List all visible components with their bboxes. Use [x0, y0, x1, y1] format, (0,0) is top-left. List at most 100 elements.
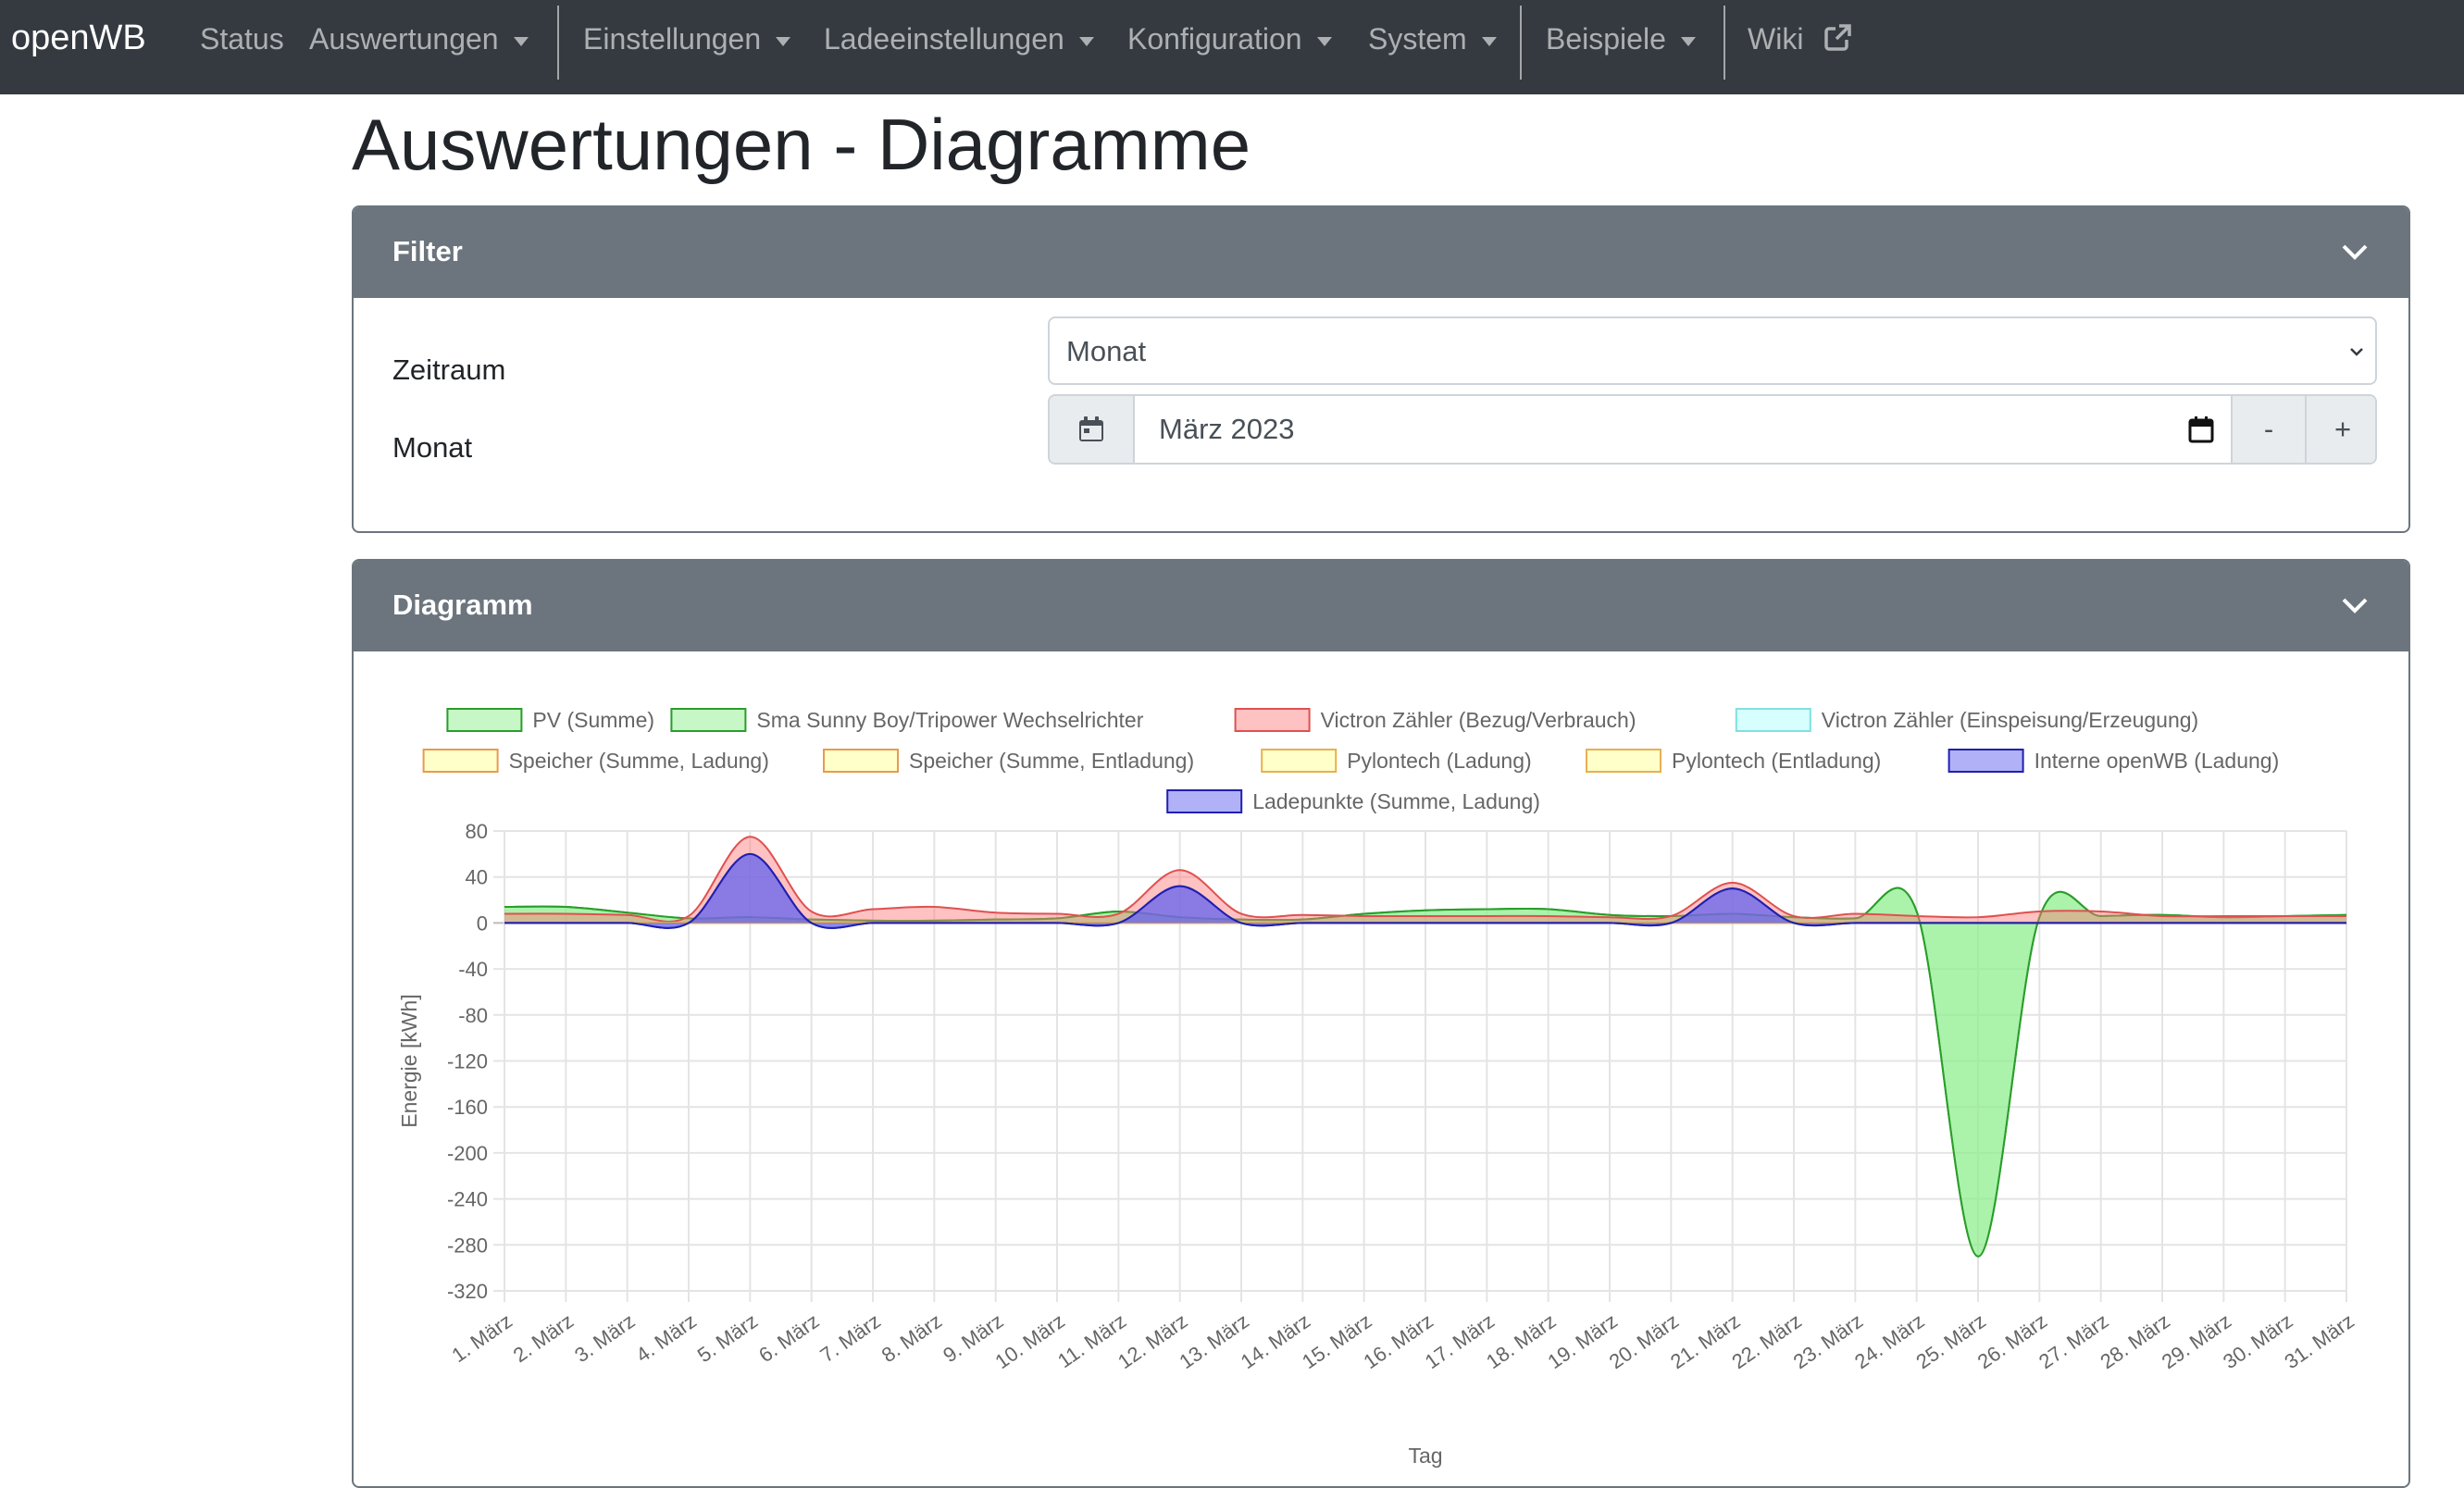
legend-label: Interne openWB (Ladung) — [2035, 749, 2280, 773]
zeitraum-label: Zeitraum — [392, 353, 506, 386]
x-tick-label: 19. März — [1543, 1309, 1621, 1374]
series-line-2 — [504, 836, 2346, 923]
legend-label: Victron Zähler (Bezug/Verbrauch) — [1321, 708, 1636, 732]
y-axis-title: Energie [kWh] — [397, 994, 421, 1127]
x-tick-label: 28. März — [2096, 1309, 2173, 1374]
page-title: Auswertungen - Diagramme — [352, 104, 1251, 185]
caret-down-icon — [1481, 36, 1497, 46]
month-increment-button[interactable]: + — [2305, 396, 2375, 463]
y-tick-label: -320 — [447, 1280, 488, 1303]
calendar-addon — [1050, 396, 1135, 463]
nav-auswertungen[interactable]: Auswertungen — [309, 22, 529, 56]
nav-separator — [557, 6, 559, 80]
legend-swatch — [1234, 708, 1311, 732]
nav-separator — [1520, 6, 1522, 80]
x-tick-label: 4. März — [631, 1309, 700, 1368]
monat-input-group: März 2023 - + — [1048, 394, 2377, 465]
calendar-icon — [1079, 416, 1103, 441]
legend-swatch — [1948, 749, 2024, 773]
nav-separator — [1724, 6, 1725, 80]
legend-swatch — [446, 708, 523, 732]
brand-logo[interactable]: openWB — [11, 19, 146, 57]
x-tick-label: 7. März — [815, 1309, 884, 1368]
caret-down-icon — [1316, 36, 1332, 46]
legend-label: Ladepunkte (Summe, Ladung) — [1252, 789, 1540, 813]
series-line-1 — [504, 887, 2347, 1258]
nav-status[interactable]: Status — [200, 22, 284, 56]
x-tick-label: 13. März — [1175, 1309, 1252, 1374]
y-tick-label: -200 — [447, 1142, 488, 1165]
nav-system[interactable]: System — [1368, 22, 1497, 56]
legend-swatch — [422, 749, 499, 773]
y-tick-label: 40 — [466, 866, 488, 889]
calendar-picker-icon[interactable] — [2186, 415, 2216, 444]
legend-swatch — [670, 708, 747, 732]
y-tick-label: 80 — [466, 820, 488, 843]
legend-label: PV (Summe) — [532, 708, 654, 732]
diagramm-card-header[interactable]: Diagramm — [354, 561, 2408, 651]
legend-label: Speicher (Summe, Ladung) — [509, 749, 769, 773]
x-tick-label: 22. März — [1727, 1309, 1805, 1374]
x-tick-label: 3. März — [570, 1309, 639, 1368]
zeitraum-select[interactable]: Monat — [1048, 316, 2377, 385]
x-tick-label: 16. März — [1359, 1309, 1437, 1374]
legend-swatch — [1261, 749, 1338, 773]
filter-title: Filter — [392, 235, 463, 267]
x-tick-label: 29. März — [2158, 1309, 2235, 1374]
chevron-down-icon — [2350, 348, 2363, 356]
caret-down-icon — [1680, 36, 1696, 46]
series-area-1 — [504, 887, 2346, 1257]
nav-einstellungen[interactable]: Einstellungen — [583, 22, 791, 56]
caret-down-icon — [513, 36, 529, 46]
legend-label: Victron Zähler (Einspeisung/Erzeugung) — [1822, 708, 2198, 732]
series-line-9 — [504, 852, 2346, 929]
legend-label: Pylontech (Entladung) — [1672, 749, 1881, 773]
y-tick-label: -80 — [458, 1004, 488, 1027]
energy-chart: 80 40 0 -40 -80 -120 -160 -200 -240 -280 -320 1. Mä… — [397, 708, 2358, 1468]
external-link-icon — [1824, 24, 1852, 51]
y-tick-label: 0 — [477, 911, 488, 935]
x-tick-label: 10. März — [990, 1309, 1068, 1374]
month-decrement-button[interactable]: - — [2231, 396, 2305, 463]
legend-swatch — [1166, 789, 1243, 813]
x-tick-label: 14. März — [1237, 1309, 1314, 1374]
legend-label: Sma Sunny Boy/Tripower Wechselrichter — [756, 708, 1143, 732]
filter-card-header[interactable]: Filter — [354, 207, 2408, 298]
x-tick-label: 30. März — [2219, 1309, 2296, 1374]
legend-swatch — [1735, 708, 1811, 732]
y-tick-label: -240 — [447, 1188, 488, 1211]
x-tick-label: 15. März — [1298, 1309, 1375, 1374]
x-tick-label: 2. März — [509, 1309, 578, 1368]
chevron-down-icon[interactable] — [2338, 235, 2371, 268]
navbar: openWB Status Auswertungen Einstellungen… — [0, 0, 2464, 94]
filter-card: Filter Zeitraum Monat Monat März 2023 - … — [352, 205, 2410, 533]
nav-ladeeinstellungen[interactable]: Ladeeinstellungen — [824, 22, 1094, 56]
x-tick-label: 24. März — [1850, 1309, 1928, 1374]
x-tick-label: 21. März — [1666, 1309, 1744, 1374]
legend-label: Pylontech (Ladung) — [1347, 749, 1531, 773]
monat-label: Monat — [392, 431, 473, 464]
nav-beispiele[interactable]: Beispiele — [1546, 22, 1696, 56]
diagramm-card: Diagramm 80 40 0 -40 -80 -120 -160 -200 -240 -280… — [352, 559, 2410, 1488]
x-tick-label: 18. März — [1482, 1309, 1560, 1374]
legend-swatch — [1586, 749, 1661, 773]
x-tick-label: 27. März — [2035, 1309, 2112, 1374]
chevron-down-icon[interactable] — [2338, 589, 2371, 622]
diagramm-title: Diagramm — [392, 589, 533, 621]
monat-input[interactable]: März 2023 — [1159, 413, 1295, 445]
y-tick-label: -40 — [458, 958, 488, 981]
x-tick-label: 20. März — [1605, 1309, 1683, 1374]
x-tick-label: 1. März — [447, 1309, 516, 1368]
legend-label: Speicher (Summe, Entladung) — [909, 749, 1194, 773]
caret-down-icon — [1078, 36, 1094, 46]
x-axis-title: Tag — [1408, 1444, 1442, 1468]
nav-wiki[interactable]: Wiki — [1748, 22, 1852, 56]
x-tick-label: 8. März — [877, 1309, 946, 1368]
legend-swatch — [823, 749, 899, 773]
x-tick-label: 17. März — [1421, 1309, 1499, 1374]
zeitraum-value: Monat — [1066, 335, 1147, 367]
x-tick-label: 31. März — [2280, 1309, 2358, 1374]
y-tick-label: -160 — [447, 1096, 488, 1119]
nav-konfiguration[interactable]: Konfiguration — [1127, 22, 1332, 56]
x-tick-label: 5. März — [693, 1309, 762, 1368]
